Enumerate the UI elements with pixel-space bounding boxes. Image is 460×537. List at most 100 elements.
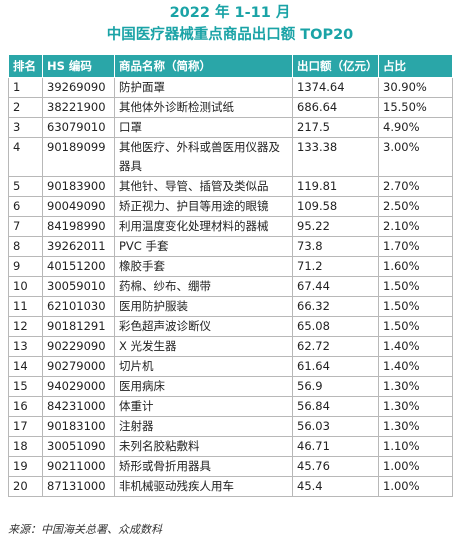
share-cell: 4.90% — [378, 117, 453, 138]
col-header-rank: 排名 — [8, 54, 43, 78]
export-value-cell: 45.4 — [292, 476, 379, 497]
rank-cell: 15 — [8, 376, 43, 397]
product-name-cell: 矫形或骨折用器具 — [114, 456, 293, 477]
table-row: 11 62101030 医用防护服装 66.32 1.50% — [8, 296, 453, 317]
col-header-export-value: 出口额（亿元） — [292, 54, 379, 78]
hs-code-cell: 87131000 — [42, 476, 115, 497]
source-note: 来源：中国海关总署、众成数科 — [8, 523, 162, 536]
header-row: 排名 HS 编码 商品名称（简称） 出口额（亿元） 占比 — [8, 54, 453, 78]
product-name-cell: 彩色超声波诊断仪 — [114, 316, 293, 337]
hs-code-cell: 63079010 — [42, 117, 115, 138]
share-cell: 2.50% — [378, 196, 453, 217]
hs-code-cell: 84231000 — [42, 396, 115, 417]
share-cell: 1.50% — [378, 296, 453, 317]
hs-code-cell: 39262011 — [42, 236, 115, 257]
product-name-cell: 医用病床 — [114, 376, 293, 397]
rank-cell: 4 — [8, 137, 43, 177]
product-name-cell: 其他体外诊断检测试纸 — [114, 97, 293, 118]
export-value-cell: 109.58 — [292, 196, 379, 217]
export-value-cell: 67.44 — [292, 276, 379, 297]
rank-cell: 11 — [8, 296, 43, 317]
col-header-product-name: 商品名称（简称） — [114, 54, 293, 78]
rank-cell: 17 — [8, 416, 43, 437]
product-name-cell: 其他针、导管、插管及类似品 — [114, 176, 293, 197]
chart-subtitle: 中国医疗器械重点商品出口额 TOP20 — [106, 27, 354, 43]
table-row: 14 90279000 切片机 61.64 1.40% — [8, 356, 453, 377]
table-row: 4 90189099 其他医疗、外科或兽医用仪器及器具 133.38 3.00% — [8, 137, 453, 177]
export-value-cell: 62.72 — [292, 336, 379, 357]
export-value-cell: 71.2 — [292, 256, 379, 277]
rank-cell: 1 — [8, 77, 43, 98]
export-value-cell: 45.76 — [292, 456, 379, 477]
rank-cell: 10 — [8, 276, 43, 297]
rank-cell: 2 — [8, 97, 43, 118]
export-value-cell: 119.81 — [292, 176, 379, 197]
rank-cell: 5 — [8, 176, 43, 197]
export-value-cell: 65.08 — [292, 316, 379, 337]
product-name-cell: 非机械驱动残疾人用车 — [114, 476, 293, 497]
hs-code-cell: 90229090 — [42, 336, 115, 357]
table-row: 5 90183900 其他针、导管、插管及类似品 119.81 2.70% — [8, 176, 453, 197]
share-cell: 1.00% — [378, 456, 453, 477]
product-name-cell: 注射器 — [114, 416, 293, 437]
hs-code-cell: 90279000 — [42, 356, 115, 377]
share-cell: 1.30% — [378, 416, 453, 437]
table-row: 12 90181291 彩色超声波诊断仪 65.08 1.50% — [8, 316, 453, 337]
share-cell: 1.40% — [378, 336, 453, 357]
hs-code-cell: 30059010 — [42, 276, 115, 297]
hs-code-cell: 90211000 — [42, 456, 115, 477]
rank-cell: 13 — [8, 336, 43, 357]
export-value-cell: 56.9 — [292, 376, 379, 397]
rank-cell: 8 — [8, 236, 43, 257]
table-row: 18 30051090 未列名胶粘敷料 46.71 1.10% — [8, 436, 453, 457]
product-name-cell: 利用温度变化处理材料的器械 — [114, 216, 293, 237]
export-value-cell: 1374.64 — [292, 77, 379, 98]
table-row: 13 90229090 X 光发生器 62.72 1.40% — [8, 336, 453, 357]
share-cell: 2.70% — [378, 176, 453, 197]
table-row: 15 94029000 医用病床 56.9 1.30% — [8, 376, 453, 397]
share-cell: 3.00% — [378, 137, 453, 177]
share-cell: 1.50% — [378, 316, 453, 337]
col-header-share: 占比 — [378, 54, 453, 78]
hs-code-cell: 90181291 — [42, 316, 115, 337]
export-table: 排名 HS 编码 商品名称（简称） 出口额（亿元） 占比 1 39269090 … — [8, 54, 453, 497]
table-row: 17 90183100 注射器 56.03 1.30% — [8, 416, 453, 437]
product-name-cell: 其他医疗、外科或兽医用仪器及器具 — [114, 137, 293, 177]
share-cell: 1.10% — [378, 436, 453, 457]
export-value-cell: 73.8 — [292, 236, 379, 257]
hs-code-cell: 90049090 — [42, 196, 115, 217]
hs-code-cell: 39269090 — [42, 77, 115, 98]
rank-cell: 12 — [8, 316, 43, 337]
rank-cell: 3 — [8, 117, 43, 138]
rank-cell: 14 — [8, 356, 43, 377]
share-cell: 2.10% — [378, 216, 453, 237]
table-row: 8 39262011 PVC 手套 73.8 1.70% — [8, 236, 453, 257]
export-value-cell: 133.38 — [292, 137, 379, 177]
share-cell: 1.30% — [378, 376, 453, 397]
product-name-cell: 医用防护服装 — [114, 296, 293, 317]
hs-code-cell: 90189099 — [42, 137, 115, 177]
export-value-cell: 66.32 — [292, 296, 379, 317]
product-name-cell: 口罩 — [114, 117, 293, 138]
hs-code-cell: 30051090 — [42, 436, 115, 457]
share-cell: 15.50% — [378, 97, 453, 118]
hs-code-cell: 62101030 — [42, 296, 115, 317]
export-value-cell: 686.64 — [292, 97, 379, 118]
rank-cell: 9 — [8, 256, 43, 277]
share-cell: 1.40% — [378, 356, 453, 377]
table-row: 19 90211000 矫形或骨折用器具 45.76 1.00% — [8, 456, 453, 477]
rank-cell: 7 — [8, 216, 43, 237]
export-value-cell: 217.5 — [292, 117, 379, 138]
col-header-hs-code: HS 编码 — [42, 54, 115, 78]
product-name-cell: PVC 手套 — [114, 236, 293, 257]
table-row: 6 90049090 矫正视力、护目等用途的眼镜 109.58 2.50% — [8, 196, 453, 217]
hs-code-cell: 94029000 — [42, 376, 115, 397]
table-row: 16 84231000 体重计 56.84 1.30% — [8, 396, 453, 417]
table-row: 1 39269090 防护面罩 1374.64 30.90% — [8, 77, 453, 98]
hs-code-cell: 90183100 — [42, 416, 115, 437]
product-name-cell: 未列名胶粘敷料 — [114, 436, 293, 457]
table-row: 2 38221900 其他体外诊断检测试纸 686.64 15.50% — [8, 97, 453, 118]
product-name-cell: 防护面罩 — [114, 77, 293, 98]
chart-title: 2022 年 1-11 月 — [169, 5, 291, 21]
share-cell: 1.30% — [378, 396, 453, 417]
